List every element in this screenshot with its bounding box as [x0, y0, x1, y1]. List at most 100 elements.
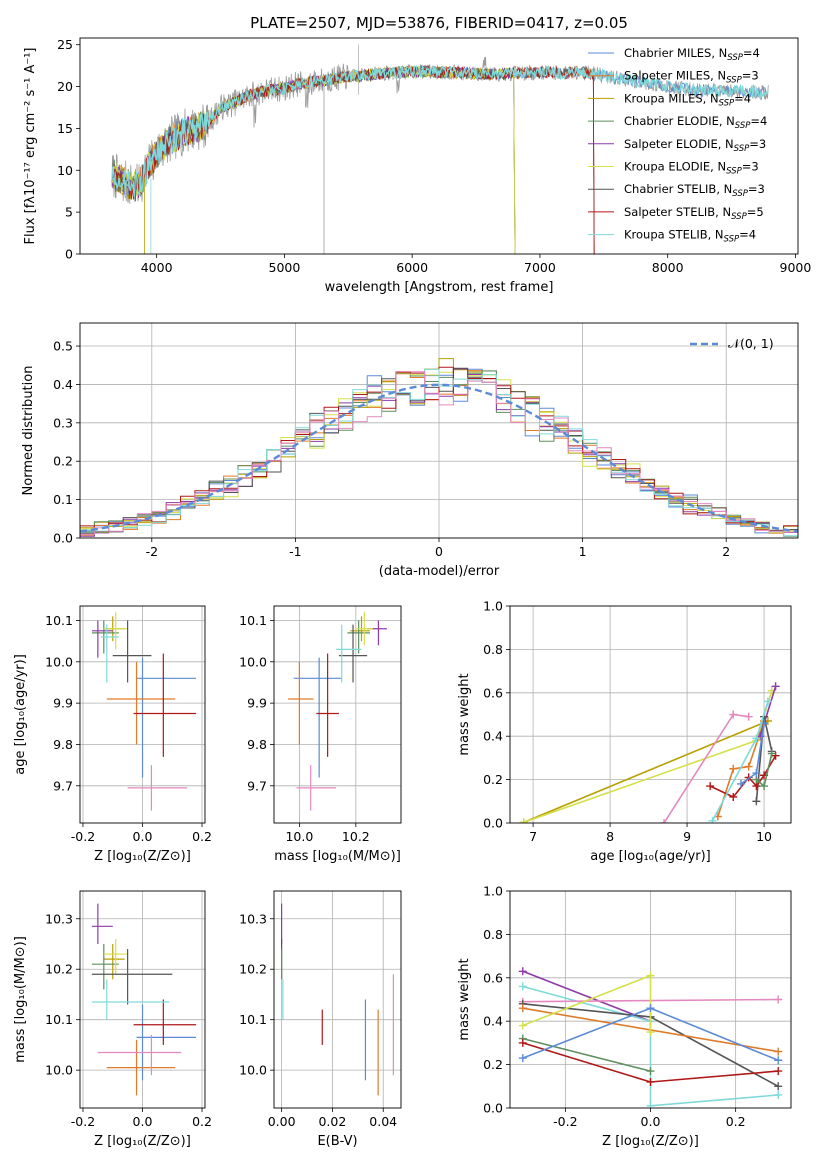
data-point — [136, 657, 197, 778]
data-point — [91, 943, 119, 990]
weight-marker — [763, 697, 772, 706]
weight-series — [519, 686, 776, 823]
weight-marker — [774, 1067, 783, 1076]
x-tick-label: 0.0 — [133, 1114, 153, 1129]
chart-title: PLATE=2507, MJD=53876, FIBERID=0417, z=0… — [250, 14, 628, 32]
y-tick-label: 0.0 — [483, 1101, 503, 1116]
age_vs_z-panel: -0.2 0.0 0.2 9.7 9.8 9.9 10.0 10.1 Z [log₁₀(Z/Z⊙… — [13, 605, 212, 864]
weight-marker — [744, 762, 753, 771]
residual-histogram — [80, 368, 798, 538]
y-axis-label: Normed distribution — [21, 366, 36, 496]
legend-entry: Chabrier MILES, NSSP=4 — [624, 46, 760, 63]
model-spectrum — [111, 65, 595, 254]
x-tick-label: 0.2 — [726, 1114, 746, 1129]
x-axis-label: E(B-V) — [317, 1134, 357, 1149]
weight-marker — [736, 779, 745, 788]
y-tick-label: 10.0 — [239, 654, 267, 669]
y-tick-label: 9.7 — [247, 778, 267, 793]
weight-marker — [518, 1054, 527, 1063]
legend-entry: Salpeter MILES, NSSP=3 — [624, 69, 759, 86]
x-tick-label: -1 — [289, 544, 301, 559]
y-tick-label: 10.1 — [239, 613, 267, 628]
weight-marker — [706, 782, 715, 791]
y-tick-label: 9.8 — [53, 737, 73, 752]
weight-marker — [774, 995, 783, 1004]
weight-series — [518, 1038, 783, 1086]
y-tick-label: 0.6 — [483, 970, 503, 985]
y-tick-label: 9.7 — [53, 778, 73, 793]
weight-line — [522, 970, 651, 1022]
y-tick-label: 0.5 — [53, 339, 73, 354]
y-tick-label: 10.2 — [239, 962, 267, 977]
y-tick-label: 10.0 — [45, 654, 73, 669]
axes-frame — [79, 605, 206, 824]
x-tick-label: -2 — [146, 544, 158, 559]
weight-marker — [708, 816, 717, 823]
data-point — [293, 657, 342, 778]
weight-marker — [646, 1004, 655, 1013]
weight-marker — [752, 769, 761, 778]
x-tick-label: 9000 — [780, 260, 812, 275]
weight-marker — [767, 749, 776, 758]
x-axis-label: Z [log₁₀(Z/Z⊙)] — [94, 849, 191, 864]
y-tick-label: 0.2 — [483, 1057, 503, 1072]
data-point — [336, 624, 362, 683]
y-tick-label: 0.4 — [483, 729, 503, 744]
residuals-panel: -2 -1 0 1 2 0.0 0.1 0.2 0.3 0.4 0.5 (data-model)/er… — [21, 322, 799, 579]
data-point — [91, 620, 113, 658]
weight_vs_age-panel: 7 8 9 10 0.0 0.2 0.4 0.6 0.8 1.0 age [log₁₀(age/yr… — [457, 599, 792, 864]
weight-marker — [518, 1004, 527, 1013]
data-point — [100, 624, 119, 683]
data-point — [103, 943, 125, 980]
y-axis-label: mass weight — [457, 958, 472, 1040]
legend-entry: 𝒩(0, 1) — [728, 336, 774, 351]
y-tick-label: 0.2 — [483, 772, 503, 787]
weight-marker — [729, 710, 738, 719]
spectrum-plot-area — [111, 44, 769, 254]
model-spectrum — [111, 65, 516, 254]
model-spectrum — [111, 65, 516, 254]
weight-marker — [518, 967, 527, 976]
x-axis-label: Z [log₁₀(Z/Z⊙)] — [602, 1134, 699, 1149]
weight-marker — [729, 792, 738, 801]
y-tick-label: 9.9 — [53, 696, 73, 711]
weight-line — [709, 755, 777, 798]
data-point — [316, 653, 339, 757]
weight-marker — [519, 818, 528, 823]
y-axis-label: age [log₁₀(age/yr)] — [13, 654, 28, 775]
x-tick-label: 6000 — [396, 260, 428, 275]
x-tick-label: 8000 — [652, 260, 684, 275]
model-spectrum — [111, 65, 769, 198]
data-point — [367, 620, 387, 646]
y-tick-label: 9.9 — [247, 696, 267, 711]
weight-series — [518, 1034, 655, 1076]
data-point — [112, 620, 152, 683]
data-point — [288, 661, 314, 745]
model-spectrum — [111, 64, 516, 254]
x-axis-label: Z [log₁₀(Z/Z⊙)] — [94, 1134, 191, 1149]
age_vs_z-plot-area — [80, 606, 205, 823]
data-point — [133, 999, 197, 1045]
y-tick-label: 10 — [57, 163, 73, 178]
legend-entry: Kroupa ELODIE, NSSP=3 — [624, 160, 759, 177]
x-tick-label: 4000 — [141, 260, 173, 275]
legend-entry: Kroupa MILES, NSSP=4 — [624, 91, 751, 108]
axes-frame — [273, 605, 402, 824]
weight-marker — [646, 1028, 655, 1037]
data-point — [103, 612, 128, 650]
normal-curve — [80, 383, 798, 533]
legend-entry: Salpeter STELIB, NSSP=5 — [624, 205, 764, 222]
legend-entry: Chabrier STELIB, NSSP=3 — [624, 182, 765, 199]
weight-marker — [774, 1056, 783, 1065]
weight-line — [523, 720, 769, 823]
age_vs_mass-plot-area — [274, 606, 401, 823]
x-tick-label: 10.2 — [342, 829, 370, 844]
data-point — [296, 765, 337, 811]
y-tick-label: 10.1 — [45, 1012, 73, 1027]
y-tick-label: 0.0 — [483, 816, 503, 831]
x-tick-label: 10.0 — [285, 829, 313, 844]
data-point — [355, 612, 373, 646]
y-tick-label: 0.6 — [483, 685, 503, 700]
data-point — [91, 949, 173, 1005]
